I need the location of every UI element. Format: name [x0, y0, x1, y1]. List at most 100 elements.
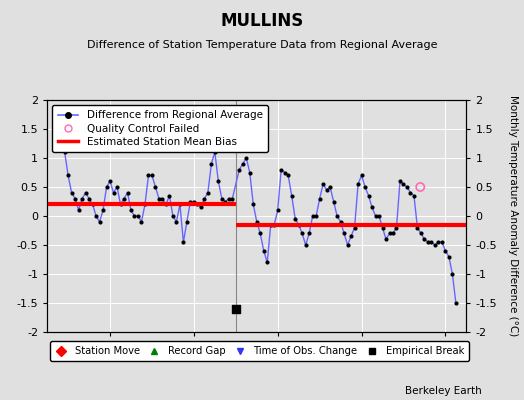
Text: Berkeley Earth: Berkeley Earth — [406, 386, 482, 396]
Point — [354, 181, 362, 187]
Point — [361, 184, 369, 190]
Point — [441, 248, 450, 254]
Legend: Difference from Regional Average, Quality Control Failed, Estimated Station Mean: Difference from Regional Average, Qualit… — [52, 105, 268, 152]
Point — [301, 242, 310, 248]
Point — [343, 242, 352, 248]
Point — [196, 204, 205, 210]
Point — [211, 149, 219, 155]
Point — [169, 213, 177, 219]
Point — [427, 239, 435, 245]
Point — [190, 198, 198, 205]
Point — [151, 184, 160, 190]
Point — [155, 195, 163, 202]
Point — [253, 218, 261, 225]
Point — [162, 201, 170, 208]
Point — [267, 222, 275, 228]
Point — [158, 195, 167, 202]
Point — [270, 222, 278, 228]
Point — [249, 201, 257, 208]
Point — [312, 213, 320, 219]
Point — [399, 181, 408, 187]
Point — [186, 198, 194, 205]
Point — [305, 230, 313, 237]
Point — [238, 160, 247, 167]
Point — [288, 192, 296, 199]
Point — [434, 239, 443, 245]
Point — [221, 198, 230, 205]
Y-axis label: Monthly Temperature Anomaly Difference (°C): Monthly Temperature Anomaly Difference (… — [508, 95, 518, 337]
Point — [406, 190, 414, 196]
Point — [60, 149, 69, 155]
Point — [127, 207, 135, 214]
Point — [193, 201, 202, 208]
Point — [280, 169, 289, 176]
Point — [246, 169, 254, 176]
Point — [179, 239, 188, 245]
Point — [228, 195, 236, 202]
Point — [336, 218, 345, 225]
Point — [85, 195, 93, 202]
Point — [116, 201, 125, 208]
Point — [416, 184, 424, 190]
Point — [256, 230, 265, 237]
Point — [214, 178, 223, 184]
Point — [183, 218, 191, 225]
Point — [74, 207, 83, 214]
Point — [357, 172, 366, 178]
Point — [176, 201, 184, 208]
Point — [95, 218, 104, 225]
Point — [172, 218, 181, 225]
Point — [389, 230, 397, 237]
Point — [277, 166, 286, 173]
Point — [319, 181, 328, 187]
Point — [106, 178, 114, 184]
Point — [144, 172, 152, 178]
Point — [431, 242, 439, 248]
Point — [315, 195, 324, 202]
Point — [148, 172, 156, 178]
Point — [333, 213, 341, 219]
Point — [242, 155, 250, 161]
Point — [235, 166, 244, 173]
Point — [68, 190, 76, 196]
Point — [322, 187, 331, 193]
Point — [99, 207, 107, 214]
Point — [137, 218, 146, 225]
Point — [340, 230, 348, 237]
Point — [392, 224, 401, 231]
Point — [385, 230, 394, 237]
Point — [274, 207, 282, 214]
Point — [284, 172, 292, 178]
Point — [207, 160, 215, 167]
Point — [130, 213, 139, 219]
Point — [123, 190, 132, 196]
Point — [413, 224, 422, 231]
Point — [134, 213, 142, 219]
Point — [396, 178, 404, 184]
Text: MULLINS: MULLINS — [221, 12, 303, 30]
Point — [448, 271, 456, 277]
Point — [141, 201, 149, 208]
Point — [382, 236, 390, 242]
Point — [78, 195, 86, 202]
Point — [403, 184, 411, 190]
Point — [217, 195, 226, 202]
Point — [64, 172, 72, 178]
Point — [232, 306, 240, 312]
Point — [71, 195, 79, 202]
Point — [351, 224, 359, 231]
Point — [165, 192, 173, 199]
Point — [364, 192, 373, 199]
Point — [417, 230, 425, 237]
Point — [291, 216, 299, 222]
Point — [309, 213, 317, 219]
Point — [326, 184, 334, 190]
Point — [378, 224, 387, 231]
Point — [424, 239, 432, 245]
Point — [452, 300, 460, 306]
Point — [92, 213, 100, 219]
Text: Difference of Station Temperature Data from Regional Average: Difference of Station Temperature Data f… — [87, 40, 437, 50]
Point — [113, 184, 121, 190]
Point — [420, 236, 429, 242]
Point — [110, 190, 118, 196]
